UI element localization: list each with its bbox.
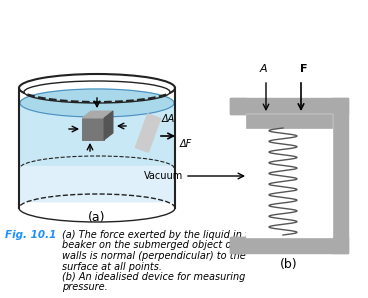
Text: A: A — [259, 64, 267, 74]
Bar — [230, 237, 348, 253]
Text: beaker on the submerged object or on the: beaker on the submerged object or on the — [62, 240, 270, 251]
Bar — [246, 114, 332, 128]
Polygon shape — [82, 111, 113, 118]
Text: surface at all points.: surface at all points. — [62, 262, 162, 271]
Polygon shape — [104, 111, 113, 140]
Text: F: F — [300, 64, 308, 74]
Text: ΔF: ΔF — [180, 139, 192, 149]
Text: (a) The force exerted by the liquid in the: (a) The force exerted by the liquid in t… — [62, 230, 261, 240]
Text: (b) An idealised device for measuring: (b) An idealised device for measuring — [62, 272, 245, 282]
Bar — [20, 166, 174, 201]
Text: ΔA: ΔA — [162, 114, 175, 124]
Ellipse shape — [20, 89, 174, 117]
Text: pressure.: pressure. — [62, 283, 108, 293]
Bar — [82, 118, 104, 140]
Polygon shape — [135, 114, 161, 152]
Bar — [246, 114, 332, 237]
Text: walls is normal (perpendicular) to the: walls is normal (perpendicular) to the — [62, 251, 246, 261]
Bar — [230, 98, 348, 114]
Bar — [230, 98, 246, 114]
Text: (b): (b) — [280, 258, 298, 271]
Bar — [20, 103, 174, 201]
Text: Vacuum: Vacuum — [144, 171, 183, 181]
Bar — [332, 98, 348, 253]
Bar — [230, 237, 246, 253]
Text: Fig. 10.1: Fig. 10.1 — [5, 230, 56, 240]
Text: (a): (a) — [88, 211, 106, 224]
